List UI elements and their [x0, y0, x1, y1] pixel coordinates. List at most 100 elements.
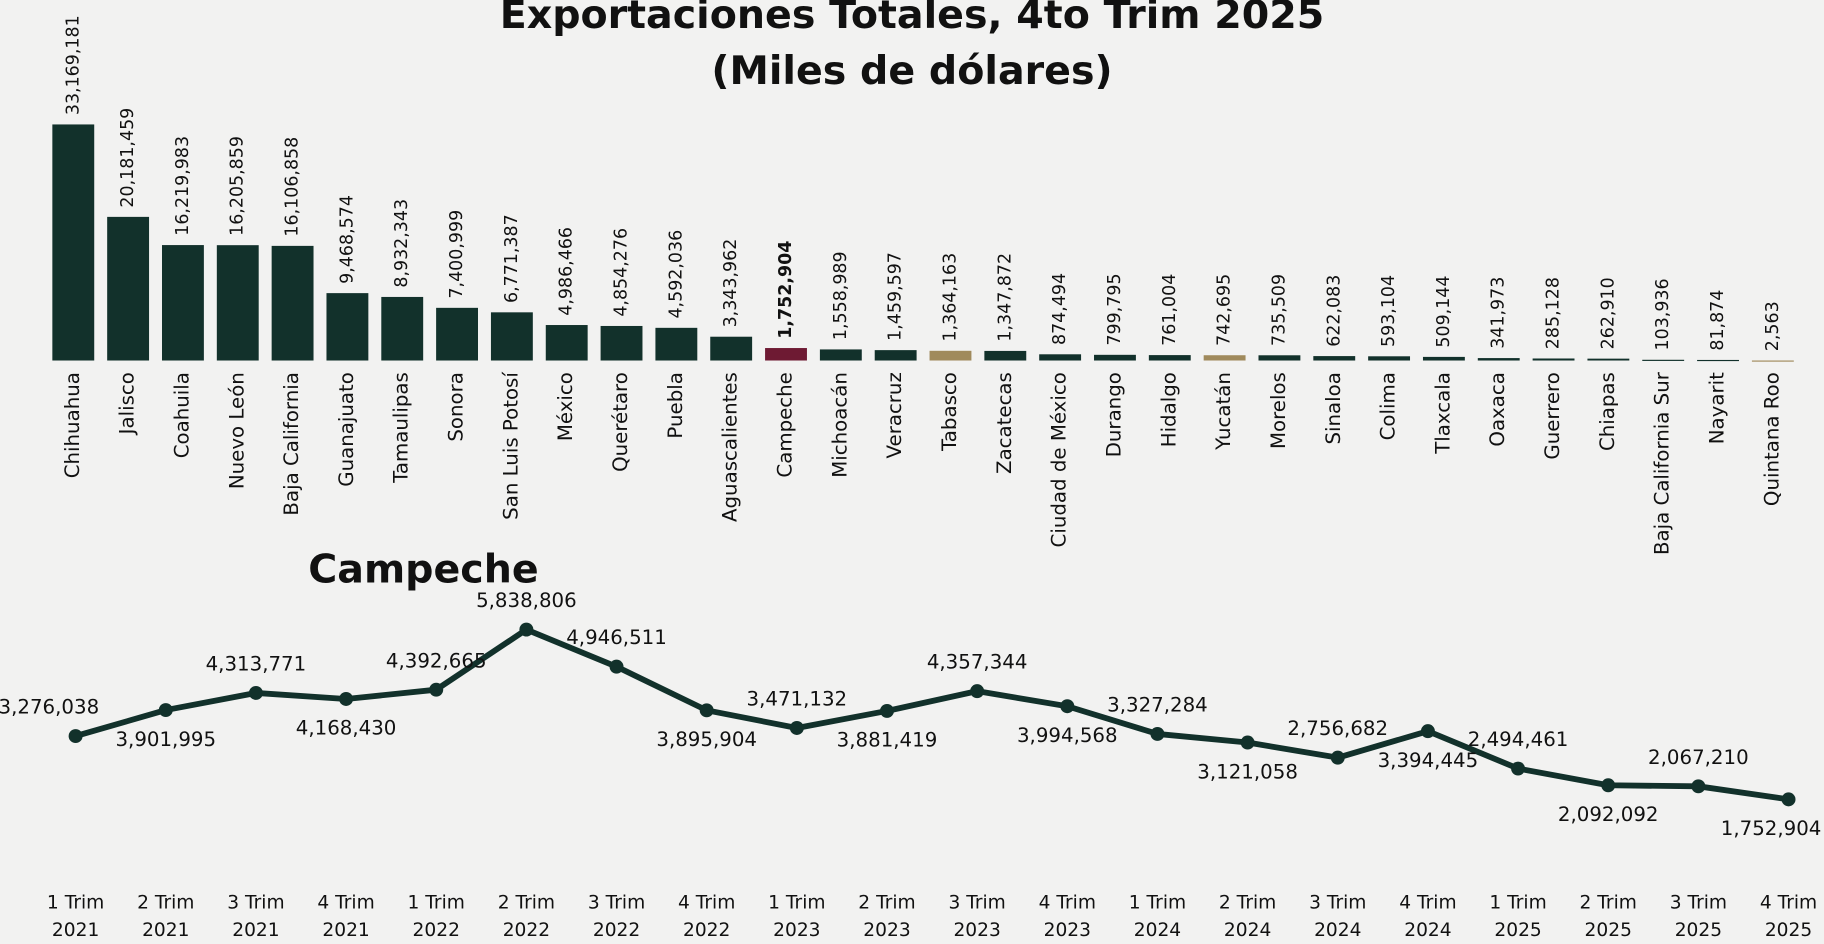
x-tick-label: Coahuila	[170, 372, 193, 458]
point	[519, 622, 534, 637]
x-tick-label: Campeche	[774, 372, 797, 477]
value-label: 1,752,904	[1721, 817, 1822, 840]
x-tick-label: Oaxaca	[1486, 372, 1509, 446]
value-label: 5,838,806	[476, 589, 577, 612]
bar	[765, 348, 807, 361]
value-label: 3,994,568	[1017, 724, 1118, 747]
value-label: 1,347,872	[995, 253, 1015, 342]
value-label: 1,752,904	[776, 241, 796, 339]
bar	[1532, 358, 1575, 361]
x-tick-label: Zacatecas	[993, 372, 1016, 474]
value-label: 2,756,682	[1287, 717, 1388, 740]
value-label: 8,932,343	[392, 199, 412, 288]
bar	[271, 245, 314, 361]
x-tick-label: Chihuahua	[61, 372, 84, 478]
point	[1601, 778, 1616, 793]
value-label: 4,854,276	[612, 228, 632, 317]
x-tick-label: Morelos	[1267, 372, 1290, 449]
x-tick-label: Tabasco	[938, 372, 961, 452]
value-label: 16,219,983	[173, 136, 193, 236]
value-label: 622,083	[1324, 275, 1344, 347]
bar	[984, 350, 1027, 361]
x-tick-label: Michoacán	[828, 372, 851, 478]
x-tick-label: Tlaxcala	[1431, 372, 1454, 455]
value-label: 2,563	[1763, 301, 1783, 351]
x-tick-label: 3 Trim 2025	[1669, 890, 1728, 941]
bar	[490, 312, 533, 361]
bar	[52, 124, 95, 361]
x-tick-label: Hidalgo	[1157, 372, 1180, 447]
line	[74, 626, 1789, 803]
value-label: 3,471,132	[747, 688, 848, 711]
value-label: 1,364,163	[940, 253, 960, 342]
value-label: 3,343,962	[721, 239, 741, 328]
point	[158, 703, 173, 718]
x-tick-label: 1 Trim 2025	[1489, 890, 1547, 941]
bar	[600, 325, 643, 361]
value-label: 16,106,858	[283, 137, 303, 237]
value-label: 16,205,859	[228, 136, 248, 236]
bar	[1368, 356, 1411, 361]
bar	[107, 216, 150, 361]
x-tick-label: 4 Trim 2024	[1399, 890, 1457, 941]
bar	[1751, 360, 1794, 362]
value-label: 4,313,771	[206, 653, 307, 676]
value-label: 3,276,038	[0, 696, 99, 719]
value-label: 4,357,344	[927, 651, 1028, 674]
x-tick-label: Sonora	[445, 372, 468, 441]
bar	[1039, 354, 1082, 361]
point	[429, 682, 444, 697]
x-tick-label: Sinaloa	[1322, 372, 1345, 444]
value-label: 4,592,036	[666, 230, 686, 319]
x-tick-label: 4 Trim 2022	[678, 890, 736, 941]
point	[789, 720, 804, 735]
line-chart-title: Campeche	[308, 547, 538, 593]
point	[1511, 761, 1526, 776]
x-tick-label: 3 Trim 2024	[1309, 890, 1367, 941]
chart-subtitle: (Miles de dólares)	[711, 48, 1112, 94]
value-label: 103,936	[1653, 278, 1673, 350]
x-tick-label: Nayarit	[1706, 372, 1729, 444]
value-label: 3,394,445	[1378, 749, 1479, 772]
bar	[436, 307, 478, 361]
value-label: 4,392,665	[386, 649, 487, 672]
x-tick-label: Yucatán	[1212, 372, 1235, 451]
value-label: 3,327,284	[1107, 694, 1208, 717]
bar	[1094, 354, 1136, 361]
bar	[161, 245, 204, 361]
x-tick-label: 4 Trim 2023	[1038, 890, 1096, 941]
value-label: 3,895,904	[656, 728, 757, 751]
chart-title: Exportaciones Totales, 4to Trim 2025	[500, 0, 1325, 38]
value-label: 2,092,092	[1558, 803, 1659, 826]
bar	[1477, 358, 1520, 361]
x-tick-label: México	[554, 372, 577, 441]
value-label: 593,104	[1379, 275, 1399, 347]
x-tick-label: 2 Trim 2024	[1218, 890, 1277, 941]
x-tick-label: 1 Trim 2022	[407, 890, 465, 941]
x-tick-label: 3 Trim 2022	[587, 890, 646, 941]
bar	[1258, 355, 1301, 361]
x-tick-label: Nuevo León	[225, 372, 248, 489]
x-tick-label: Jalisco	[116, 372, 139, 436]
bar	[1313, 356, 1356, 361]
point	[1240, 735, 1255, 750]
value-label: 2,067,210	[1648, 746, 1749, 769]
value-label: 33,169,181	[63, 15, 83, 115]
x-tick-label: 2 Trim 2023	[858, 890, 916, 941]
value-label: 509,144	[1434, 275, 1454, 347]
point	[1060, 699, 1075, 714]
x-tick-label: Ciudad de México	[1048, 372, 1071, 547]
point	[248, 685, 263, 700]
x-tick-label: San Luis Potosí	[499, 371, 522, 520]
point	[1330, 750, 1345, 765]
value-label: 285,128	[1544, 277, 1564, 349]
value-label: 1,558,989	[831, 251, 851, 340]
bar	[655, 327, 698, 361]
x-tick-label: Veracruz	[883, 372, 906, 458]
value-label: 735,509	[1269, 274, 1289, 346]
bar	[545, 325, 588, 361]
x-tick-label: 1 Trim 2021	[46, 890, 105, 941]
